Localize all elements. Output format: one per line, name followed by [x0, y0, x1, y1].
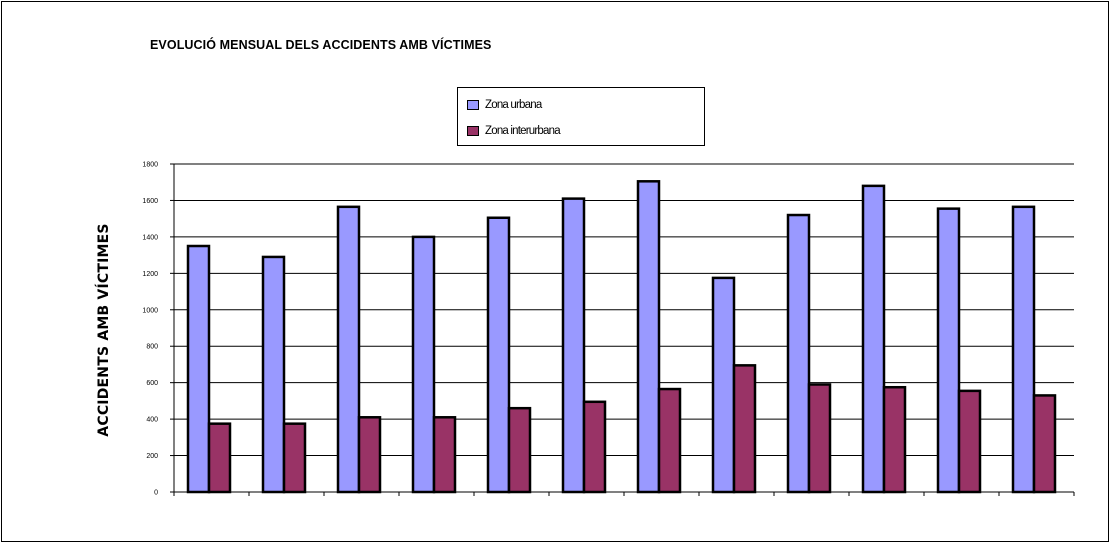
- bar-series-2-category-1: [207, 422, 232, 494]
- bar-series-1-category-9: [786, 213, 811, 494]
- bar-series-2-category-8: [732, 364, 757, 494]
- bar-series-2-category-11: [957, 389, 982, 494]
- bar-series-1-category-1: [186, 244, 211, 494]
- bar-series-2-category-10: [882, 385, 907, 494]
- bar-series-2-category-4: [432, 416, 457, 494]
- bar-series-1-category-10: [861, 184, 886, 494]
- y-tick-label-1200: 1200: [142, 271, 158, 278]
- bar-series-1-category-12: [1011, 205, 1036, 494]
- legend-label-series-2: Zona interurbana: [485, 125, 561, 137]
- y-tick-label-1800: 1800: [142, 162, 158, 169]
- y-tick-label-1600: 1600: [142, 198, 158, 205]
- chart-title: EVOLUCIÓ MENSUAL DELS ACCIDENTS AMB VÍCT…: [150, 38, 492, 52]
- bar-series-2-category-5: [507, 406, 532, 494]
- legend-item-series-1: Zona urbana: [467, 98, 542, 112]
- chart-legend: Zona urbana Zona interurbana: [457, 87, 705, 146]
- y-tick-label-600: 600: [146, 380, 158, 387]
- bar-series-2-category-2: [282, 422, 307, 494]
- bar-series-1-category-8: [711, 276, 736, 494]
- bar-series-1-category-6: [561, 197, 586, 494]
- bar-series-2-category-9: [807, 383, 832, 494]
- legend-swatch-series-2: [467, 126, 479, 136]
- y-tick-label-200: 200: [146, 453, 158, 460]
- bar-series-1-category-2: [261, 255, 286, 494]
- bar-series-2-category-3: [357, 416, 382, 494]
- bar-series-1-category-7: [636, 180, 661, 494]
- legend-label-series-1: Zona urbana: [485, 99, 542, 111]
- bar-series-1-category-4: [411, 235, 436, 494]
- bar-series-2-category-12: [1032, 394, 1057, 494]
- legend-swatch-series-1: [467, 100, 479, 110]
- y-tick-label-1000: 1000: [142, 307, 158, 314]
- bar-series-2-category-6: [582, 400, 607, 494]
- bar-series-1-category-3: [336, 205, 361, 494]
- bar-series-2-category-7: [657, 387, 682, 494]
- bar-series-1-category-5: [486, 216, 511, 494]
- bar-series-1-category-11: [936, 207, 961, 494]
- y-tick-label-400: 400: [146, 417, 158, 424]
- legend-item-series-2: Zona interurbana: [467, 124, 561, 138]
- y-tick-label-1400: 1400: [142, 234, 158, 241]
- y-tick-label-0: 0: [154, 490, 158, 497]
- y-tick-label-800: 800: [146, 344, 158, 351]
